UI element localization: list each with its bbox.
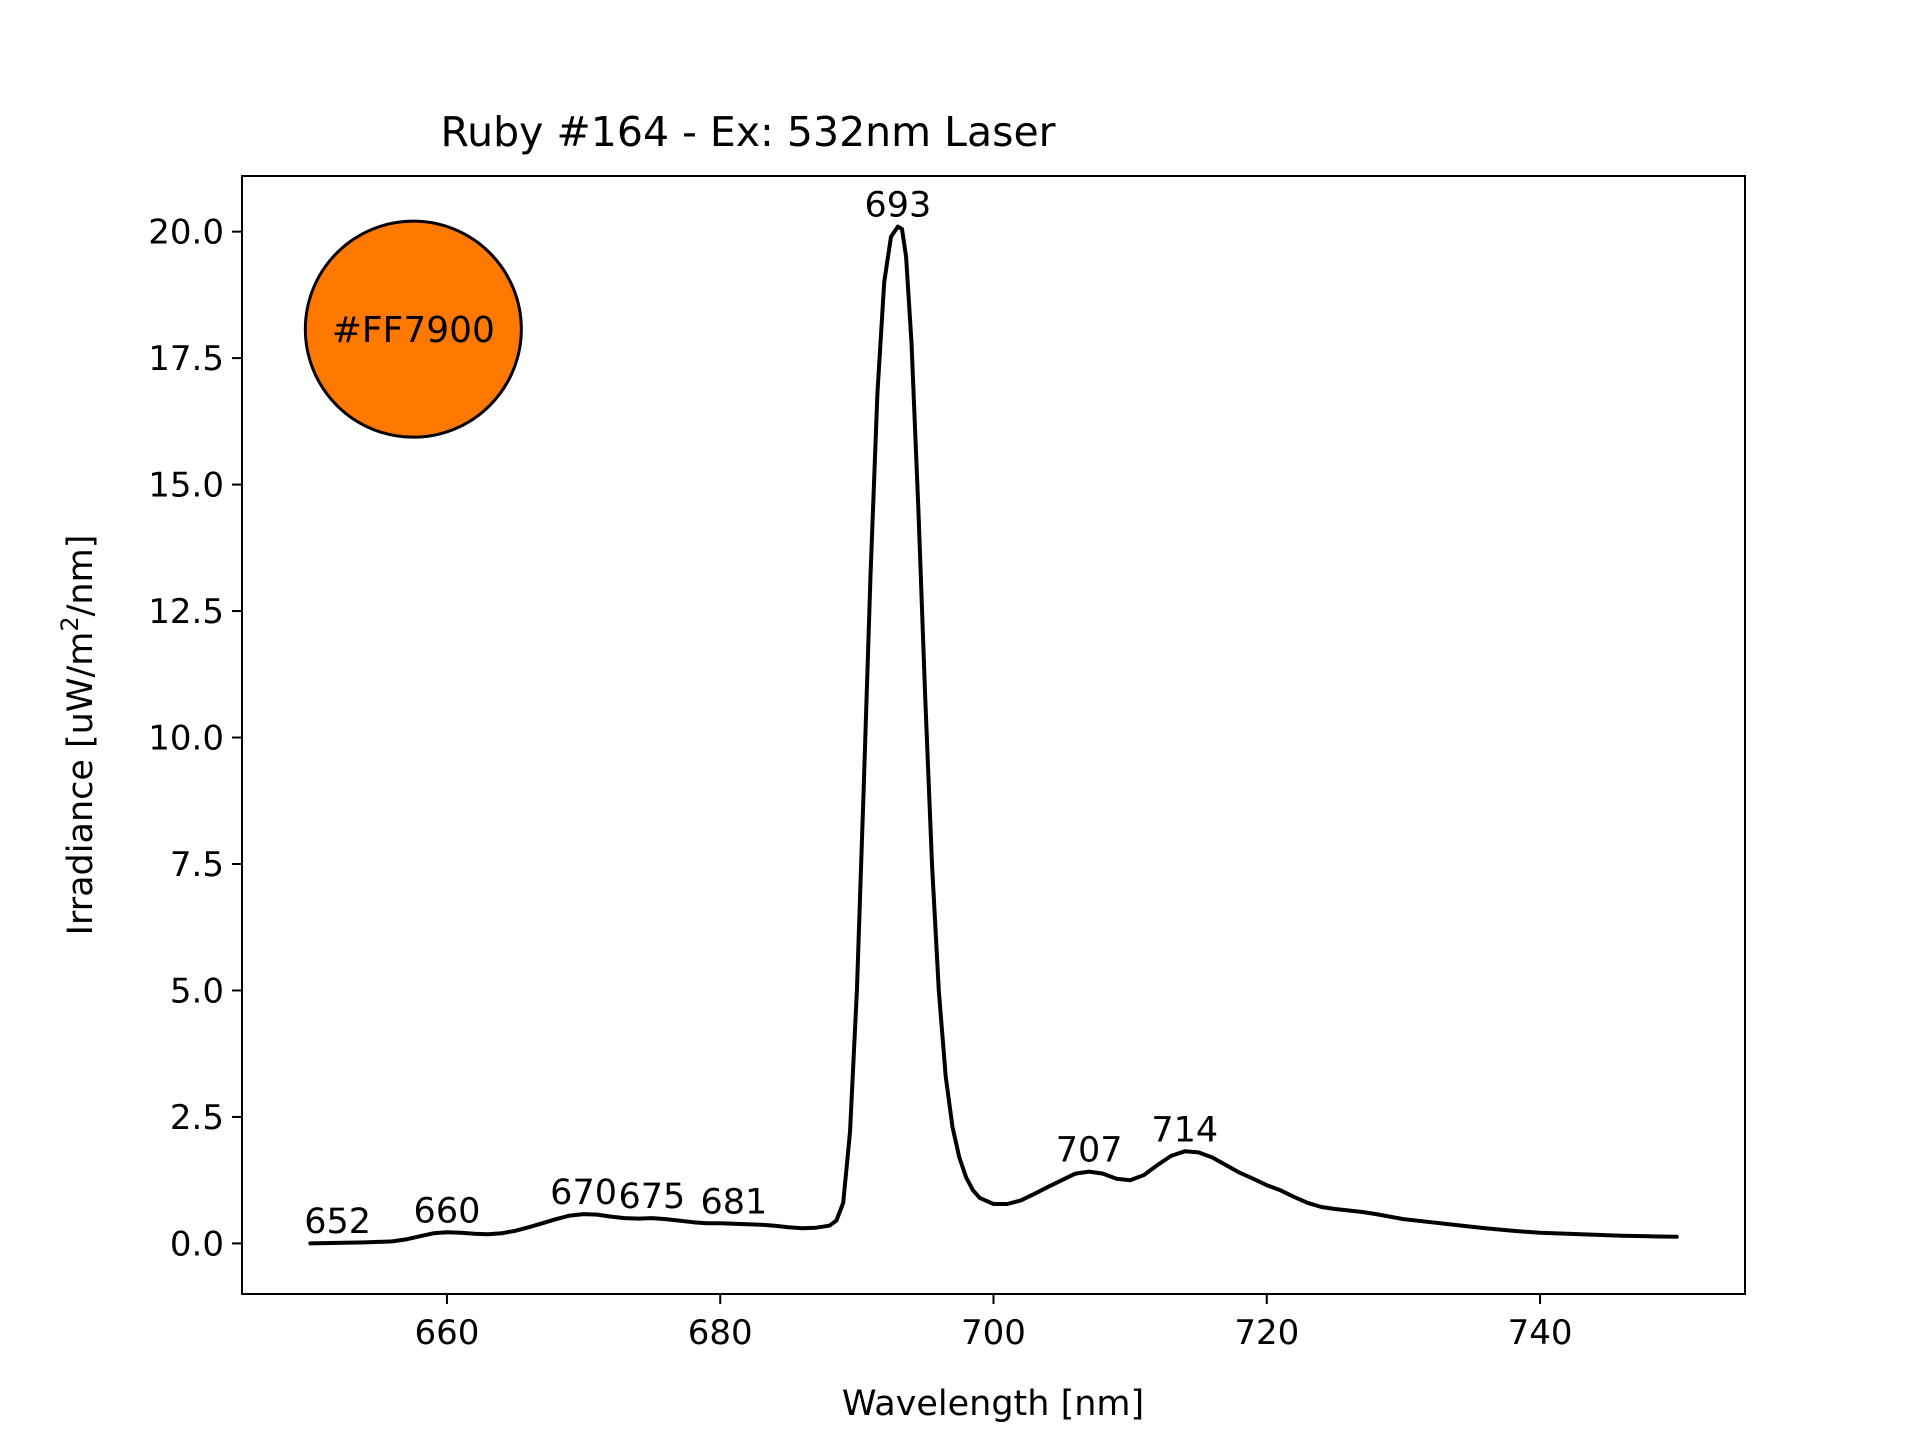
plot-area: #FF7900 652 660 670 675 681 693 707 714 bbox=[241, 175, 1746, 1295]
y-tick-label: 5.0 bbox=[170, 971, 224, 1011]
y-tick-label: 0.0 bbox=[170, 1224, 224, 1264]
peak-label: 660 bbox=[414, 1191, 481, 1231]
color-swatch: #FF7900 bbox=[303, 219, 523, 439]
peak-label: 693 bbox=[864, 186, 931, 226]
peak-label: 675 bbox=[619, 1177, 686, 1217]
peak-label: 681 bbox=[700, 1183, 767, 1223]
peak-label: 670 bbox=[550, 1173, 617, 1213]
y-tick-label: 10.0 bbox=[148, 719, 224, 759]
peak-label: 652 bbox=[304, 1202, 371, 1242]
x-axis-ticks: 660 680 700 720 740 bbox=[415, 1294, 1573, 1353]
x-tick-label: 680 bbox=[688, 1313, 753, 1353]
peak-annotations: 652 660 670 675 681 693 707 714 bbox=[304, 186, 1218, 1242]
y-tick-label: 12.5 bbox=[148, 592, 224, 632]
x-tick-label: 660 bbox=[415, 1313, 480, 1353]
x-axis-label: Wavelength [nm] bbox=[842, 1384, 1144, 1424]
color-swatch-label: #FF7900 bbox=[332, 310, 495, 351]
y-tick-label: 17.5 bbox=[148, 339, 224, 379]
x-tick-label: 700 bbox=[961, 1313, 1026, 1353]
y-axis-label-unit: /nm] bbox=[61, 535, 101, 617]
peak-label: 714 bbox=[1151, 1110, 1218, 1150]
y-axis-label-main: Irradiance [uW/m bbox=[61, 632, 101, 936]
y-axis-label-superscript: 2 bbox=[56, 616, 84, 631]
peak-label: 707 bbox=[1056, 1131, 1123, 1171]
x-tick-label: 740 bbox=[1508, 1313, 1573, 1353]
y-tick-label: 20.0 bbox=[148, 213, 224, 253]
x-tick-label: 720 bbox=[1234, 1313, 1299, 1353]
y-tick-label: 7.5 bbox=[170, 845, 224, 885]
y-axis-ticks: 0.0 2.5 5.0 7.5 10.0 12.5 15.0 17.5 20.0 bbox=[148, 213, 242, 1264]
chart-title: Ruby #164 - Ex: 532nm Laser bbox=[440, 108, 1055, 156]
y-axis-label: Irradiance [uW/m2/nm] bbox=[56, 535, 101, 936]
y-tick-label: 2.5 bbox=[170, 1098, 224, 1138]
y-tick-label: 15.0 bbox=[148, 466, 224, 506]
color-swatch-circle bbox=[303, 219, 523, 439]
series-line-irradiance bbox=[308, 224, 1679, 1246]
